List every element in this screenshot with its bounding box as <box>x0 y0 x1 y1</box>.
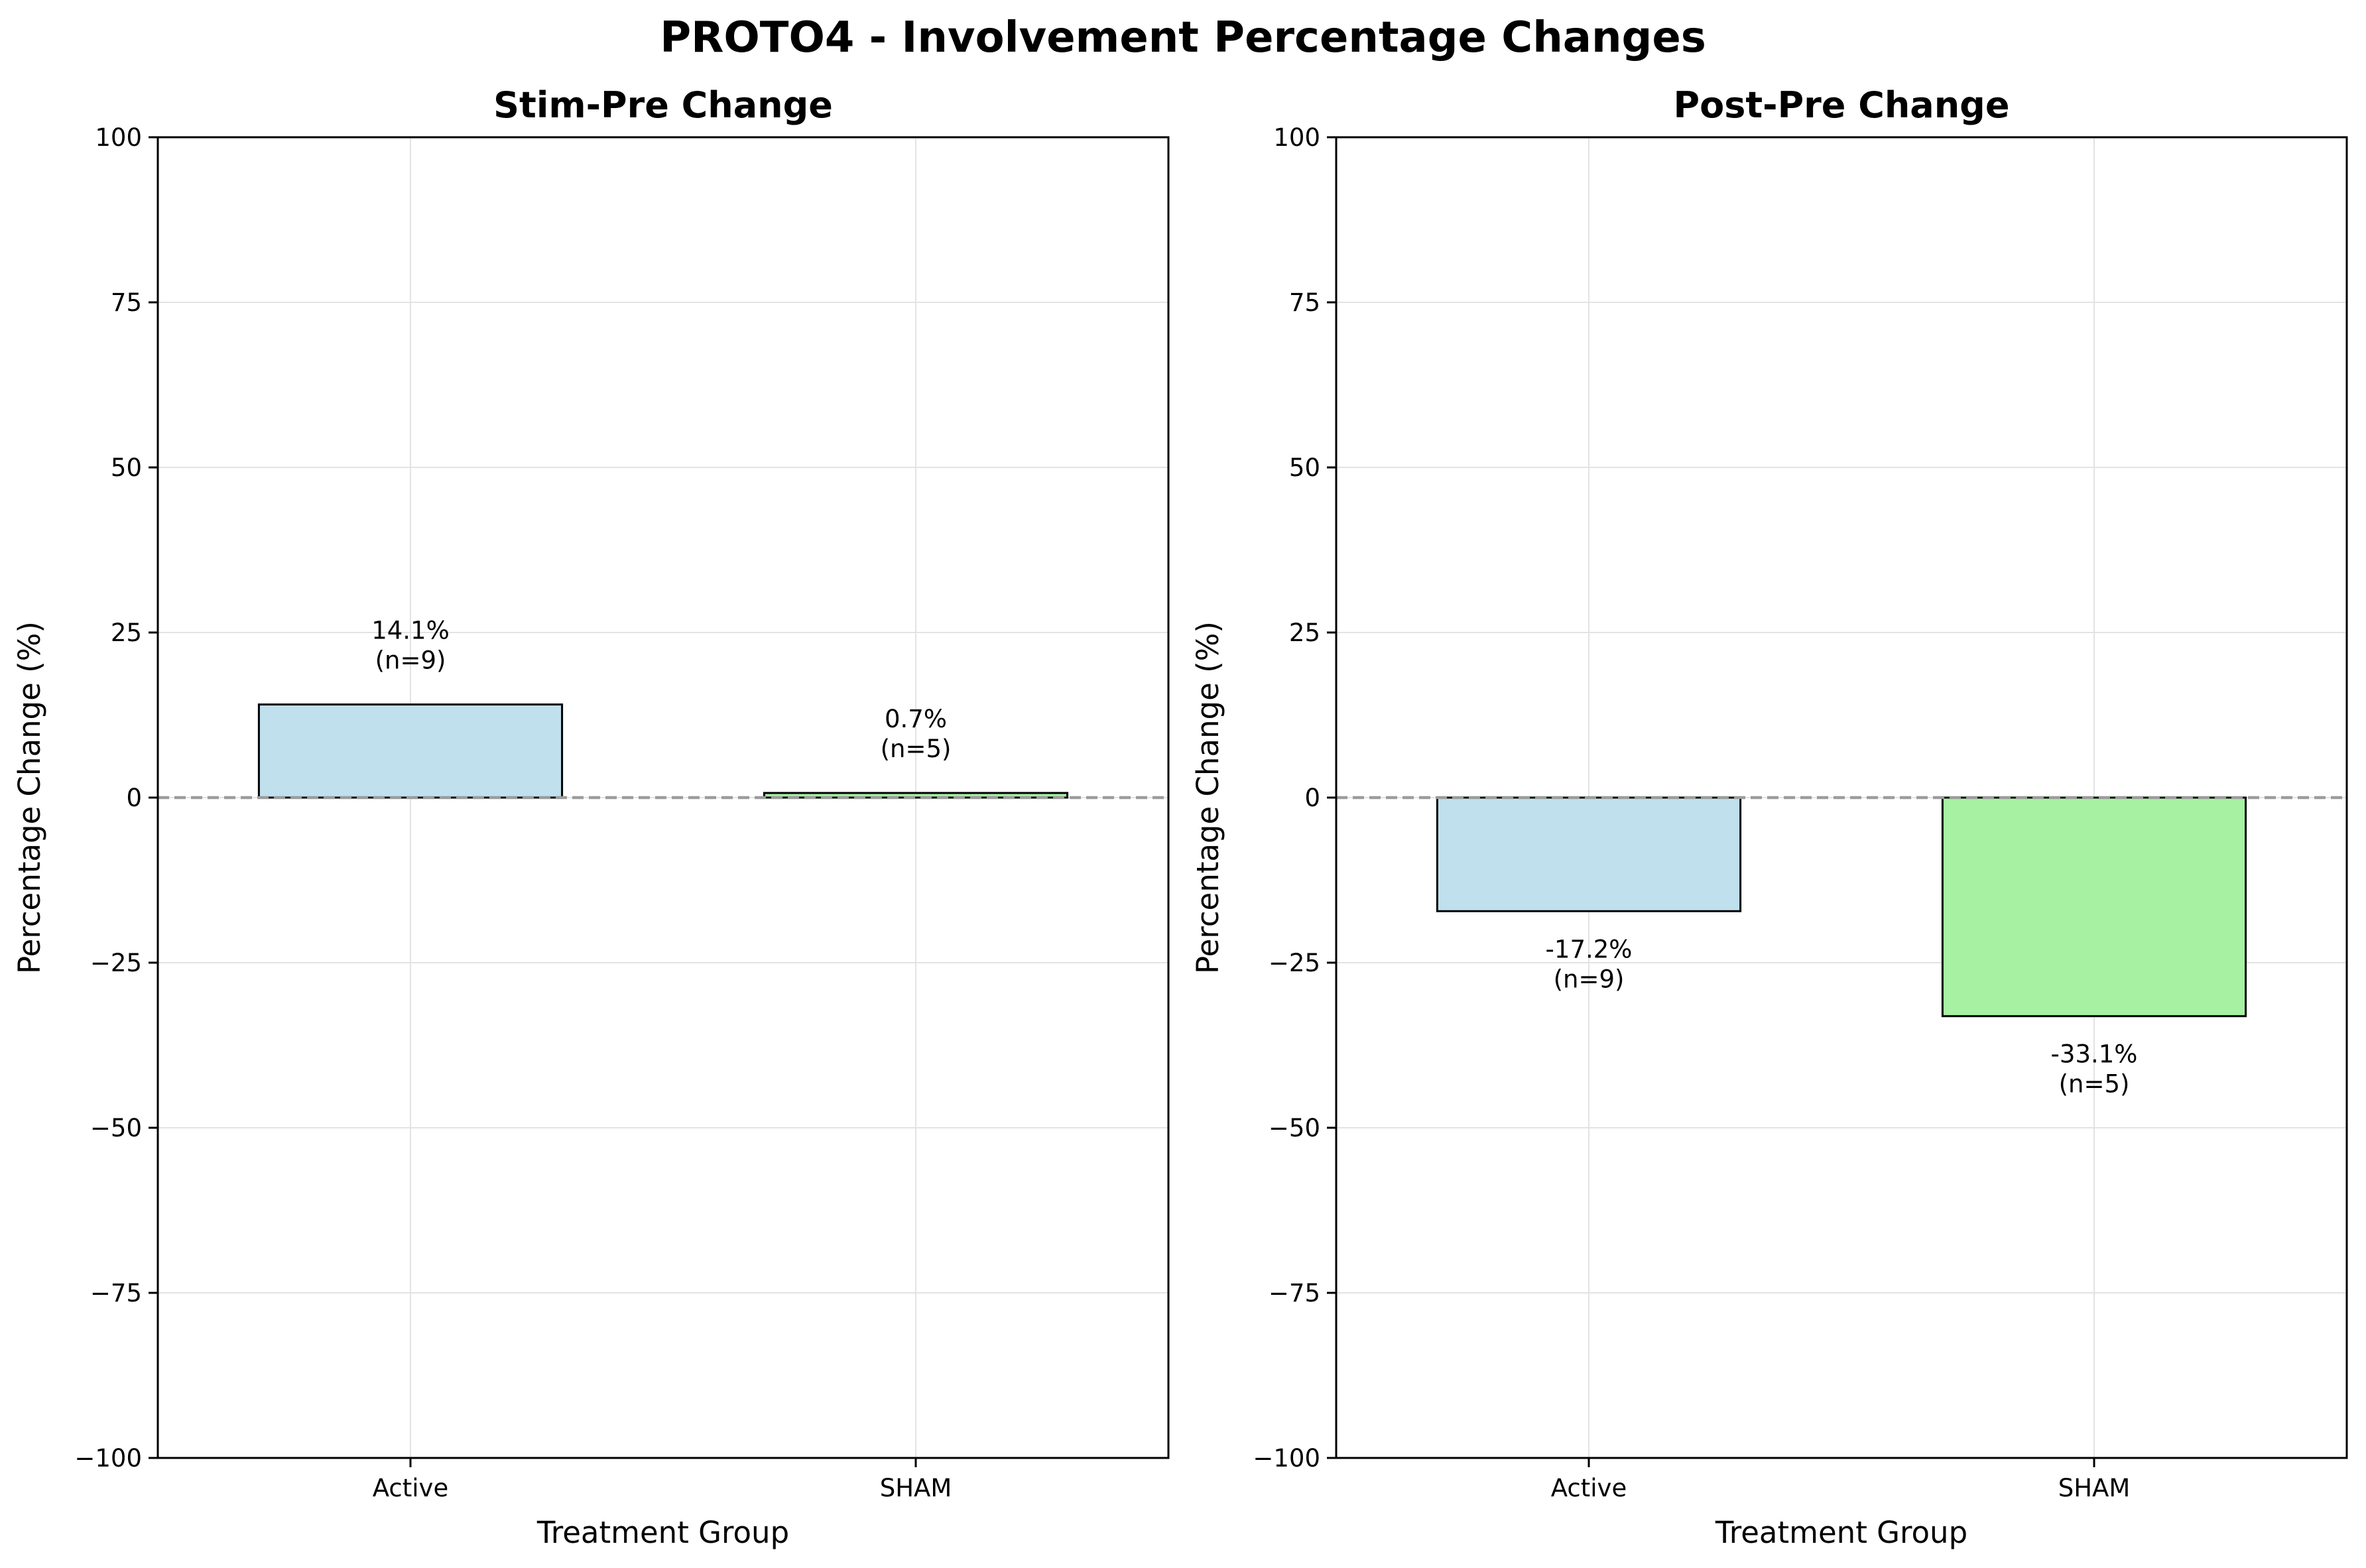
y-tick-label: −100 <box>1253 1444 1320 1473</box>
data-label-value: 0.7% <box>885 705 947 733</box>
y-axis-label: Percentage Change (%) <box>1190 621 1225 974</box>
bar-active <box>1436 796 1742 912</box>
y-tick-label: 100 <box>1273 123 1320 152</box>
y-tick-label: 100 <box>95 123 142 152</box>
data-label-value: 14.1% <box>371 617 450 645</box>
y-tick-label: −75 <box>1269 1279 1320 1307</box>
data-label-n: (n=9) <box>1554 965 1625 993</box>
y-tick-label: −100 <box>74 1444 142 1473</box>
x-axis-label: Treatment Group <box>1715 1515 1967 1550</box>
x-tick-label: SHAM <box>880 1474 952 1502</box>
panel-title: Stim-Pre Change <box>493 84 833 126</box>
y-tick-label: 0 <box>1304 784 1320 812</box>
data-label-n: (n=9) <box>375 646 446 675</box>
y-tick-label: −25 <box>1269 949 1320 977</box>
y-tick-label: 50 <box>1289 453 1320 482</box>
y-tick-label: 75 <box>111 288 142 317</box>
x-tick-label: Active <box>373 1474 448 1502</box>
data-label-n: (n=5) <box>2059 1070 2130 1099</box>
y-tick-label: −50 <box>1269 1114 1320 1142</box>
y-tick-label: −75 <box>90 1279 142 1307</box>
data-label-n: (n=5) <box>881 735 952 763</box>
y-tick-label: 50 <box>111 453 142 482</box>
y-tick-label: −50 <box>90 1114 142 1142</box>
bar-active <box>257 703 564 799</box>
data-label-value: -33.1% <box>2051 1040 2138 1069</box>
y-tick-label: 25 <box>111 619 142 647</box>
x-axis-label: Treatment Group <box>536 1515 789 1550</box>
bar-sham <box>763 792 1069 799</box>
bar-sham <box>1941 796 2247 1018</box>
y-tick-label: −25 <box>90 949 142 977</box>
panel-title: Post-Pre Change <box>1674 84 2010 126</box>
panel-post-pre: -17.2%(n=9) -33.1%(n=5) −100 −75 −50 −25 0 25 50… <box>1190 84 2348 1550</box>
y-tick-label: 0 <box>126 784 142 812</box>
y-axis-label: Percentage Change (%) <box>12 621 47 974</box>
y-tick-label: 75 <box>1289 288 1320 317</box>
panel-stim-pre: 14.1%(n=9) 0.7%(n=5) −100 −75 −50 −25 0 25 50 75 1… <box>12 84 1170 1550</box>
figure-title: PROTO4 - Involvement Percentage Changes <box>660 13 1706 62</box>
x-tick-label: SHAM <box>2058 1474 2131 1502</box>
x-tick-label: Active <box>1551 1474 1627 1502</box>
y-tick-label: 25 <box>1289 619 1320 647</box>
data-label-value: -17.2% <box>1546 935 1633 963</box>
